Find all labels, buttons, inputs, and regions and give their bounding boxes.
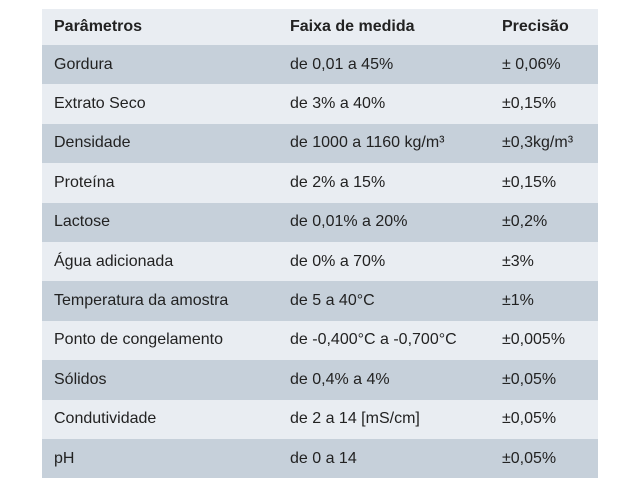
cell-range: de 1000 a 1160 kg/m³ (278, 123, 490, 164)
table-row: Condutividade de 2 a 14 [mS/cm] ±0,05% (42, 399, 598, 439)
cell-range: de 2 a 14 [mS/cm] (278, 399, 490, 439)
cell-range: de 0% a 70% (278, 241, 490, 282)
cell-range: de 0,01 a 45% (278, 45, 490, 85)
cell-range: de 3% a 40% (278, 84, 490, 124)
table-row: Ponto de congelamento de -0,400°C a -0,7… (42, 320, 598, 361)
cell-parameter: Proteína (42, 163, 278, 203)
cell-parameter: Sólidos (42, 360, 278, 400)
table-row: Lactose de 0,01% a 20% ±0,2% (42, 202, 598, 242)
cell-parameter: Gordura (42, 45, 278, 85)
cell-parameter: Condutividade (42, 399, 278, 439)
cell-precision: ±3% (490, 241, 598, 282)
header-parametros: Parâmetros (42, 9, 278, 45)
cell-precision: ±0,2% (490, 202, 598, 242)
cell-precision: ±0,15% (490, 163, 598, 203)
cell-precision: ±0,05% (490, 360, 598, 400)
cell-range: de -0,400°C a -0,700°C (278, 320, 490, 361)
cell-range: de 5 a 40°C (278, 281, 490, 321)
table-row: Densidade de 1000 a 1160 kg/m³ ±0,3kg/m³ (42, 123, 598, 164)
cell-precision: ± 0,06% (490, 45, 598, 85)
cell-parameter: Temperatura da amostra (42, 281, 278, 321)
cell-parameter: Extrato Seco (42, 84, 278, 124)
table-header-row: Parâmetros Faixa de medida Precisão (42, 9, 598, 45)
cell-precision: ±0,05% (490, 399, 598, 439)
header-faixa-de-medida: Faixa de medida (278, 9, 490, 45)
specs-table: Parâmetros Faixa de medida Precisão Gord… (42, 9, 598, 479)
specs-table-container: Parâmetros Faixa de medida Precisão Gord… (42, 9, 598, 479)
cell-parameter: Ponto de congelamento (42, 320, 278, 361)
table-row: Temperatura da amostra de 5 a 40°C ±1% (42, 281, 598, 321)
cell-range: de 2% a 15% (278, 163, 490, 203)
table-row: Extrato Seco de 3% a 40% ±0,15% (42, 84, 598, 124)
cell-parameter: Lactose (42, 202, 278, 242)
cell-precision: ±0,005% (490, 320, 598, 361)
table-row: Água adicionada de 0% a 70% ±3% (42, 241, 598, 282)
table-row: Proteína de 2% a 15% ±0,15% (42, 163, 598, 203)
cell-parameter: Densidade (42, 123, 278, 164)
table-row: Sólidos de 0,4% a 4% ±0,05% (42, 360, 598, 400)
table-row: Gordura de 0,01 a 45% ± 0,06% (42, 45, 598, 85)
cell-precision: ±1% (490, 281, 598, 321)
cell-range: de 0,01% a 20% (278, 202, 490, 242)
cell-parameter: Água adicionada (42, 241, 278, 282)
cell-parameter: pH (42, 438, 278, 479)
cell-precision: ±0,05% (490, 438, 598, 479)
cell-range: de 0,4% a 4% (278, 360, 490, 400)
cell-range: de 0 a 14 (278, 438, 490, 479)
cell-precision: ±0,15% (490, 84, 598, 124)
table-row: pH de 0 a 14 ±0,05% (42, 438, 598, 479)
cell-precision: ±0,3kg/m³ (490, 123, 598, 164)
header-precisao: Precisão (490, 9, 598, 45)
